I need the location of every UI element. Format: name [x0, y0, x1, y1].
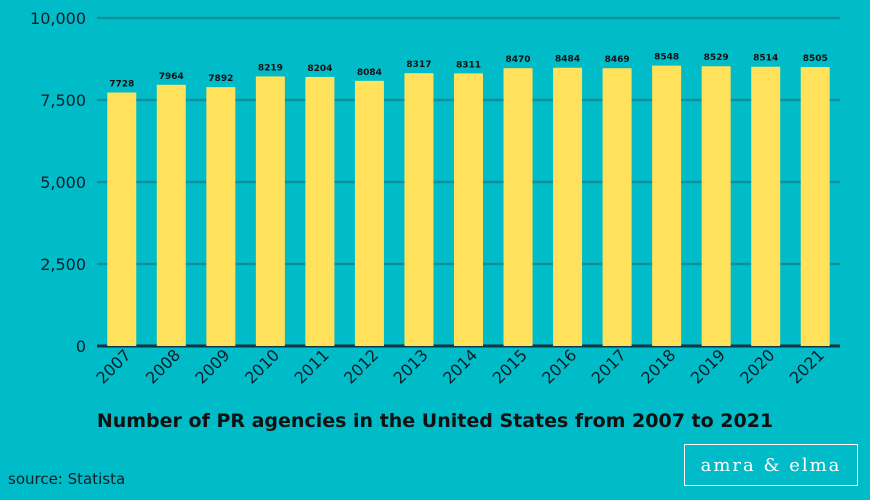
bar [602, 68, 632, 346]
data-label: 8548 [654, 53, 679, 63]
x-tick-label: 2011 [291, 345, 333, 387]
y-tick-label: 10,000 [30, 9, 86, 28]
x-tick-label: 2009 [191, 345, 233, 387]
y-tick-label: 5,000 [40, 173, 86, 192]
bar [107, 92, 137, 346]
bar [305, 76, 335, 346]
source-text: source: Statista [8, 470, 126, 488]
data-label: 8317 [406, 60, 431, 70]
x-tick-label: 2018 [637, 345, 679, 387]
data-label: 8311 [456, 60, 481, 70]
data-label: 7892 [208, 74, 233, 84]
bar [454, 73, 483, 346]
data-label: 8529 [704, 53, 729, 63]
x-tick-label: 2015 [489, 345, 531, 387]
x-tick-label: 2016 [538, 345, 580, 387]
x-tick-label: 2017 [588, 345, 630, 387]
bar [553, 67, 583, 347]
bar [404, 73, 434, 347]
chart-title: Number of PR agencies in the United Stat… [96, 410, 774, 432]
bar [701, 66, 731, 346]
bar [751, 66, 781, 347]
data-label: 8469 [605, 55, 630, 65]
x-tick-label: 2013 [390, 345, 432, 387]
bar [503, 68, 533, 347]
bar [800, 67, 830, 346]
x-tick-label: 2014 [439, 345, 481, 387]
data-label: 7964 [159, 72, 184, 82]
bar [354, 80, 384, 347]
data-label: 8484 [555, 55, 580, 65]
bar [156, 84, 186, 347]
data-label: 8219 [258, 63, 283, 73]
x-tick-label: 2010 [241, 345, 283, 387]
x-tick-label: 2007 [92, 345, 134, 387]
data-label: 8084 [357, 68, 382, 78]
data-label: 7728 [109, 80, 134, 90]
x-tick-label: 2021 [786, 345, 828, 387]
x-tick-label: 2020 [736, 345, 778, 387]
x-tick-label: 2012 [340, 345, 382, 387]
brand-logo: amra & elma [684, 444, 858, 486]
bar [206, 87, 236, 347]
y-tick-label: 2,500 [40, 255, 86, 274]
bar [255, 76, 285, 346]
data-label: 8514 [753, 54, 778, 64]
y-tick-label: 7,500 [40, 91, 86, 110]
y-tick-label: 0 [76, 337, 86, 356]
bar-chart: 7728 7964 7892 8219 8204 8084 8317 8311 8470 8484… [30, 9, 840, 388]
bar [652, 65, 682, 346]
data-label: 8470 [506, 55, 531, 65]
x-tick-label: 2008 [142, 345, 184, 387]
data-label: 8204 [307, 64, 332, 74]
data-label: 8505 [803, 54, 828, 64]
x-tick-label: 2019 [687, 345, 729, 387]
